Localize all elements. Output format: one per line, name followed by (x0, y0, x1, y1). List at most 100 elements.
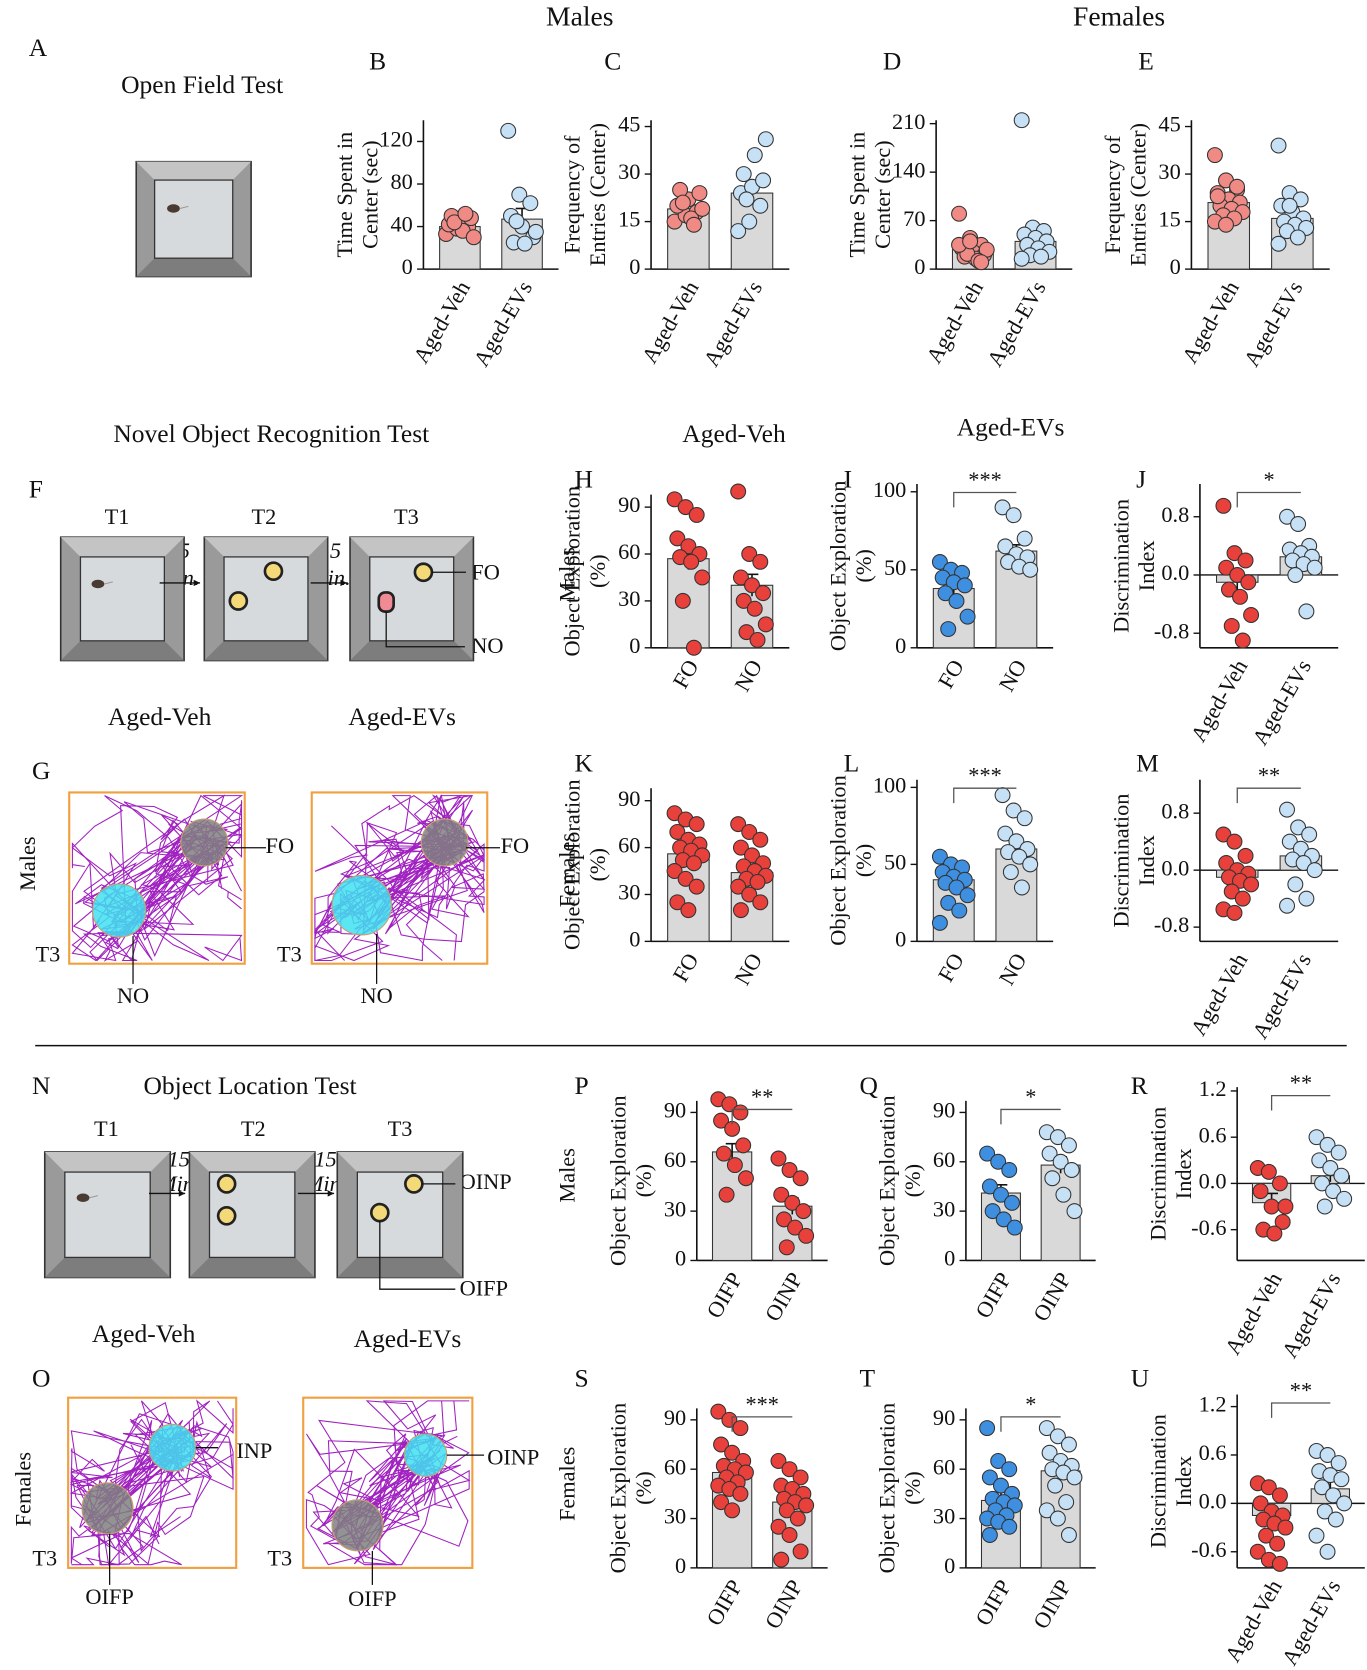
data-point (1325, 1183, 1342, 1200)
data-point (787, 1219, 804, 1236)
y-axis-label: Center (sec) (870, 140, 895, 248)
data-point (688, 506, 705, 523)
data-point (683, 553, 700, 570)
group-title: Aged-Veh (92, 1319, 196, 1348)
data-point (1269, 1535, 1286, 1552)
object (404, 1174, 424, 1194)
data-point (1327, 1511, 1344, 1528)
data-point (713, 1494, 730, 1511)
data-point (1215, 826, 1232, 843)
zone (403, 1433, 448, 1477)
y-axis-label: (%) (851, 844, 876, 877)
data-point (1274, 1213, 1291, 1230)
zone (420, 818, 469, 867)
data-point (500, 122, 517, 139)
significance-bracket (1270, 1094, 1331, 1111)
data-point (1060, 1137, 1077, 1154)
y-tick-label: 60 (933, 1147, 955, 1172)
panel-letter: F (29, 474, 43, 503)
data-point (752, 894, 769, 911)
data-point (1226, 833, 1243, 850)
mouse-tail (89, 1195, 99, 1199)
data-point (1271, 1555, 1288, 1572)
data-point (721, 1411, 738, 1428)
significance-label: *** (968, 763, 1002, 788)
data-point (1052, 1153, 1069, 1170)
track (82, 805, 229, 962)
data-point (962, 233, 979, 250)
data-point (995, 1211, 1012, 1228)
y-tick-label: -0.6 (1191, 1215, 1226, 1240)
panel-letter: K (574, 749, 593, 778)
y-tick-label: 0 (402, 254, 413, 279)
data-point (1290, 516, 1307, 533)
data-point (744, 577, 760, 594)
data-point (691, 185, 708, 202)
y-tick-label: 0.6 (1199, 1440, 1227, 1465)
data-point (730, 816, 747, 833)
y-tick-label: 90 (618, 786, 640, 811)
y-axis-label: Frequency of (1100, 135, 1125, 254)
y-tick-label: 50 (884, 850, 906, 875)
data-point (770, 1150, 787, 1167)
mouse (91, 579, 105, 589)
data-point (465, 229, 482, 246)
data-point (1237, 847, 1254, 864)
data-point (738, 191, 755, 208)
arena-wall (189, 1151, 315, 1173)
trial-label: T3 (32, 1546, 57, 1571)
data-point (1066, 1469, 1083, 1486)
data-point (1049, 1129, 1066, 1146)
significance-label: ** (1290, 1070, 1312, 1095)
y-tick-label: 0 (629, 926, 640, 951)
data-point (1038, 1502, 1055, 1519)
data-point (1038, 1420, 1055, 1437)
data-point (710, 1403, 727, 1420)
data-point (749, 873, 766, 890)
zone (331, 1499, 384, 1552)
y-tick-label: 100 (873, 773, 907, 798)
column-title: Aged-Veh (682, 419, 786, 448)
y-tick-label: 0 (944, 1553, 955, 1578)
arena-wall (350, 537, 474, 557)
y-axis-label: Time Spent in (332, 132, 357, 258)
data-point (737, 1170, 754, 1187)
significance-bracket (1000, 1416, 1061, 1432)
data-point (735, 1137, 752, 1154)
object (377, 591, 395, 613)
y-axis-label: Index (1171, 1148, 1196, 1199)
data-point (1316, 1198, 1333, 1215)
data-point (776, 1211, 792, 1228)
object-label: NO (471, 633, 503, 658)
y-tick-label: 45 (618, 112, 640, 137)
y-tick-label: 60 (664, 1147, 686, 1172)
y-tick-label: 0.0 (1161, 855, 1189, 880)
data-point (1220, 581, 1237, 598)
mouse-tail (179, 205, 189, 210)
data-point (1055, 1186, 1072, 1203)
data-point (752, 553, 769, 570)
y-axis-label: Entries (Center) (585, 123, 610, 266)
significance-label: * (1025, 1084, 1036, 1109)
data-point (1005, 507, 1022, 524)
data-point (1060, 1527, 1077, 1543)
panel-letter: L (844, 749, 860, 778)
y-tick-label: 0 (675, 1246, 686, 1271)
data-point (1243, 607, 1260, 624)
panel-letter: N (32, 1071, 50, 1100)
data-point (741, 823, 758, 840)
object (228, 591, 249, 611)
data-point (984, 1203, 1001, 1220)
arena-wall (204, 537, 328, 557)
data-point (1314, 1479, 1331, 1496)
data-point (990, 1153, 1007, 1170)
y-tick-label: 0 (1170, 254, 1181, 279)
data-point (752, 197, 769, 214)
data-point (1229, 567, 1246, 583)
y-tick-label: 15 (1158, 207, 1180, 232)
trial-label: T2 (241, 1116, 266, 1141)
data-point (1044, 1170, 1061, 1187)
data-point (781, 1527, 798, 1543)
panel-letter: U (1131, 1364, 1149, 1393)
